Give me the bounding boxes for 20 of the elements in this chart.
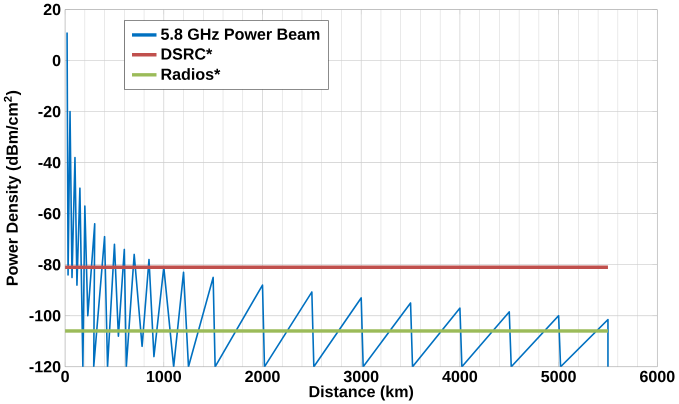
y-axis-title: Power Density (dBm/cm$^{2}$) xyxy=(4,90,22,285)
legend-label: 5.8 GHz Power Beam xyxy=(161,28,320,40)
x-tick-label: 1000 xyxy=(146,370,182,382)
y-tick-label: 20 xyxy=(44,4,60,16)
legend-label: DSRC* xyxy=(162,48,212,60)
y-tick-label: -100 xyxy=(30,310,60,322)
x-tick-label: 3000 xyxy=(344,370,378,382)
y-tick-label: -120 xyxy=(30,360,60,372)
y-tick-label: -20 xyxy=(38,106,60,118)
y-tick-label: -60 xyxy=(38,208,60,220)
x-tick-label: 4000 xyxy=(442,370,478,382)
legend-label: Radios* xyxy=(162,68,220,80)
x-tick-label: 0 xyxy=(61,370,69,382)
x-axis-title: Distance (km) xyxy=(310,385,414,400)
y-tick-label: -80 xyxy=(38,258,60,270)
x-tick-label: 5000 xyxy=(541,370,576,382)
x-tick-label: 6000 xyxy=(640,370,675,382)
x-tick-label: 2000 xyxy=(245,370,280,382)
y-tick-label: 0 xyxy=(52,54,60,66)
y-tick-label: -40 xyxy=(38,156,60,168)
